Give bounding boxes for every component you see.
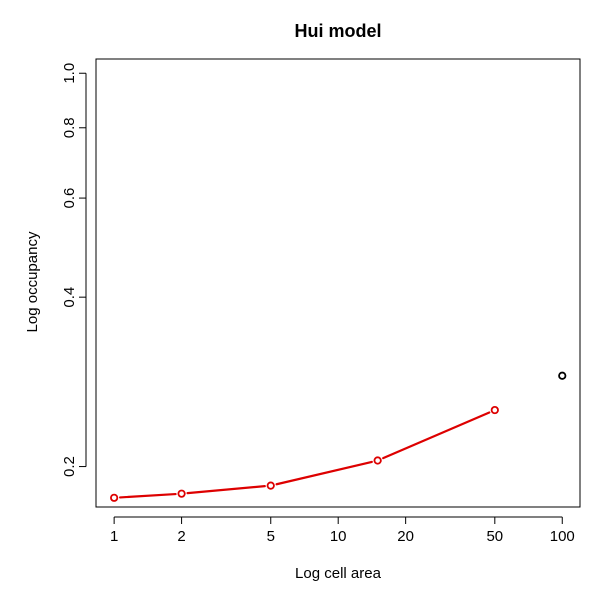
x-axis: 1 2 5 10 20 50 100 xyxy=(110,516,575,545)
x-tick-label: 100 xyxy=(550,528,575,545)
chart-title: Hui model xyxy=(294,21,381,41)
series-0-point xyxy=(177,489,186,498)
plot-frame xyxy=(95,58,581,508)
series-0-point xyxy=(110,493,119,502)
x-tick-label: 5 xyxy=(267,528,275,545)
series-0-segment xyxy=(119,492,177,499)
x-tick-label: 10 xyxy=(330,528,347,545)
series-0-segment xyxy=(382,411,491,460)
x-tick-label: 2 xyxy=(177,528,185,545)
y-tick-label: 0.6 xyxy=(61,188,78,209)
y-tick-label: 0.4 xyxy=(61,287,78,308)
series-0-segment xyxy=(275,460,373,486)
y-tick-label: 0.2 xyxy=(61,456,78,477)
series-1-point xyxy=(558,371,567,380)
x-tick-label: 20 xyxy=(397,528,414,545)
y-tick-label: 0.8 xyxy=(61,117,78,138)
series-0-segment xyxy=(186,485,266,495)
x-tick-label: 50 xyxy=(486,528,503,545)
y-tick-label: 1.0 xyxy=(61,63,78,84)
x-tick-label: 1 xyxy=(110,528,118,545)
y-axis-title: Log occupancy xyxy=(24,231,41,332)
series-0-point xyxy=(490,405,499,415)
series-layer xyxy=(110,371,567,502)
x-axis-title: Log cell area xyxy=(295,565,382,582)
series-0-point xyxy=(373,456,382,465)
y-axis: 0.2 0.4 0.6 0.8 1.0 xyxy=(61,63,87,477)
series-0-point xyxy=(266,481,275,490)
